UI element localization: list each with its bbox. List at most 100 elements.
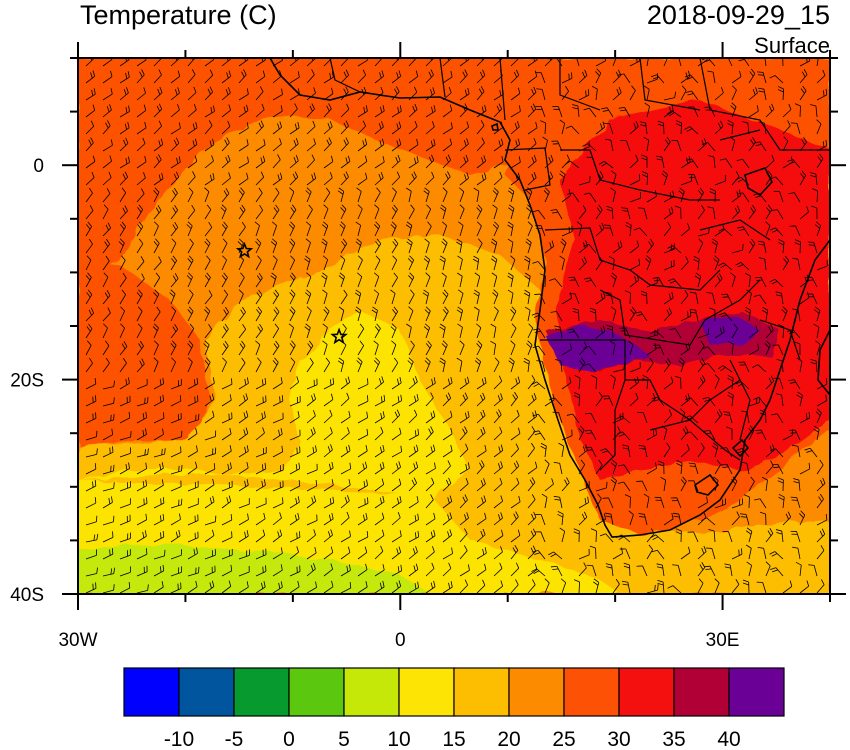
wind-barb-staff bbox=[646, 89, 650, 101]
wind-barb-staff bbox=[646, 140, 650, 152]
wind-barb-flag bbox=[258, 122, 262, 129]
wind-barb-flag bbox=[392, 309, 397, 315]
wind-barb-flag bbox=[322, 323, 328, 328]
wind-barb-staff bbox=[408, 434, 419, 441]
wind-barb-flag bbox=[171, 258, 176, 264]
wind-barb-staff bbox=[662, 565, 665, 577]
wind-barb-flag bbox=[145, 513, 148, 520]
wind-barb-flag bbox=[141, 358, 145, 365]
wind-barb-flag bbox=[657, 460, 664, 464]
wind-barb-flag bbox=[208, 221, 213, 228]
wind-barb-staff bbox=[765, 310, 769, 322]
wind-barb-staff bbox=[629, 225, 632, 237]
wind-barb-staff bbox=[102, 386, 114, 390]
wind-barb-flag bbox=[364, 138, 368, 145]
wind-barb-flag bbox=[324, 306, 330, 312]
wind-barb-staff bbox=[748, 565, 752, 577]
wind-barb-flag bbox=[209, 140, 212, 147]
wind-barb-flag bbox=[579, 425, 585, 431]
wind-barb-staff bbox=[170, 452, 182, 458]
wind-barb-flag bbox=[261, 480, 264, 487]
wind-barb-staff bbox=[697, 551, 707, 560]
wind-barb-flag bbox=[433, 580, 436, 587]
wind-barb-flag bbox=[226, 497, 229, 504]
wind-barb-staff bbox=[85, 485, 96, 492]
wind-barb-flag bbox=[153, 221, 159, 227]
wind-barb-flag bbox=[714, 255, 720, 261]
wind-barb-flag bbox=[775, 529, 782, 532]
wind-barb-staff bbox=[510, 433, 521, 441]
axis-ticks bbox=[62, 42, 846, 610]
wind-barb-staff bbox=[374, 361, 381, 373]
wind-barb-flag bbox=[171, 340, 177, 346]
wind-barb-flag bbox=[380, 171, 384, 178]
wind-barb-flag bbox=[424, 238, 430, 243]
wind-barb-staff bbox=[697, 380, 706, 390]
wind-barb-flag bbox=[432, 410, 436, 417]
wind-barb-flag bbox=[540, 445, 547, 450]
wind-barb-staff bbox=[793, 379, 801, 390]
wind-barb-flag bbox=[413, 477, 418, 484]
wind-barb-staff bbox=[587, 143, 597, 152]
wind-barb-staff bbox=[476, 310, 480, 322]
wind-barb-flag bbox=[704, 565, 711, 568]
wind-barb-staff bbox=[680, 191, 685, 203]
wind-barb-flag bbox=[364, 155, 368, 162]
wind-barb-flag bbox=[228, 172, 231, 179]
wind-barb-staff bbox=[136, 143, 146, 152]
wind-barb-staff bbox=[493, 191, 499, 203]
wind-barb-flag bbox=[142, 413, 145, 420]
wind-barb-staff bbox=[340, 500, 350, 509]
wind-barb-staff bbox=[714, 331, 725, 339]
wind-barb-staff bbox=[578, 261, 587, 271]
wind-barb-flag bbox=[788, 103, 792, 110]
wind-barb-flag bbox=[260, 157, 263, 164]
wind-barb-flag bbox=[738, 59, 745, 62]
wind-barb-flag bbox=[516, 409, 520, 416]
wind-barb-flag bbox=[209, 86, 213, 93]
wind-barb-flag bbox=[735, 381, 742, 385]
wind-barb-flag bbox=[517, 87, 521, 94]
wind-barb-staff bbox=[748, 349, 759, 356]
wind-barb-flag bbox=[430, 69, 434, 76]
wind-barb-flag bbox=[532, 549, 539, 553]
wind-barb-staff bbox=[527, 482, 536, 492]
wind-barb-staff bbox=[153, 261, 162, 271]
wind-barb-staff bbox=[357, 450, 368, 458]
wind-barb-staff bbox=[578, 245, 588, 254]
wind-barb-flag bbox=[328, 103, 332, 109]
wind-barb-flag bbox=[718, 409, 723, 415]
wind-barb-staff bbox=[340, 191, 345, 203]
wind-barb-flag bbox=[694, 275, 701, 280]
wind-barb-flag bbox=[425, 306, 431, 312]
wind-barb-flag bbox=[442, 187, 448, 193]
wind-barb-flag bbox=[787, 120, 791, 126]
wind-barb-flag bbox=[666, 110, 673, 115]
wind-barb-flag bbox=[432, 546, 435, 553]
wind-barb-flag bbox=[158, 174, 161, 181]
wind-barb-flag bbox=[130, 431, 132, 438]
wind-barb-staff bbox=[204, 310, 211, 322]
wind-barb-flag bbox=[363, 106, 366, 113]
wind-barb-flag bbox=[611, 476, 617, 481]
wind-barb-flag bbox=[624, 290, 631, 294]
wind-barb-flag bbox=[464, 412, 468, 419]
wind-barb-staff bbox=[408, 91, 418, 101]
wind-barb-flag bbox=[552, 568, 559, 571]
wind-barb-flag bbox=[241, 204, 246, 211]
wind-barb-flag bbox=[599, 171, 604, 177]
wind-barb-staff bbox=[661, 157, 665, 169]
wind-barb-flag bbox=[500, 512, 503, 519]
wind-barb-staff bbox=[493, 432, 503, 441]
wind-barb-staff bbox=[544, 191, 550, 203]
wind-barb-flag bbox=[511, 306, 517, 312]
wind-barb-flag bbox=[662, 170, 668, 175]
wind-barb-staff bbox=[187, 486, 199, 492]
wind-barb-flag bbox=[171, 238, 177, 244]
wind-barb-staff bbox=[799, 585, 809, 594]
wind-barb-staff bbox=[816, 225, 822, 237]
wind-barb-flag bbox=[517, 376, 521, 383]
wind-barb-staff bbox=[408, 551, 418, 560]
wind-barb-flag bbox=[89, 357, 93, 364]
wind-barb-flag bbox=[378, 173, 382, 180]
